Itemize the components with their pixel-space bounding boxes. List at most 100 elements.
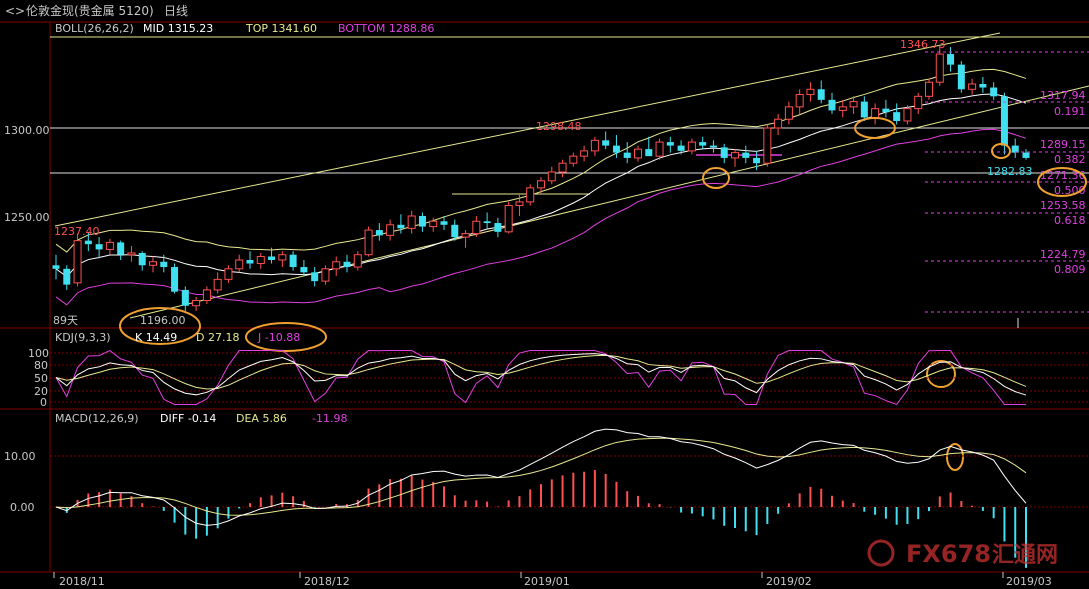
candle xyxy=(838,99,847,118)
candle xyxy=(256,252,265,269)
fib-ratio-1: 0.191 xyxy=(1054,105,1086,118)
candle xyxy=(1011,138,1019,158)
kdj-label: KDJ(9,3,3) xyxy=(55,331,111,344)
back-icon[interactable]: <> xyxy=(5,4,25,18)
mid-high-label: 1298.48 xyxy=(536,120,582,133)
kdj-j-line xyxy=(55,349,1026,406)
candle xyxy=(817,80,825,104)
fib-ratio-4: 0.618 xyxy=(1054,214,1086,227)
candle xyxy=(893,103,901,125)
boll-legend: BOLL(26,26,2) MID 1315.23 TOP 1341.60 BO… xyxy=(55,22,434,35)
candle xyxy=(1022,149,1030,160)
candle xyxy=(903,105,912,125)
boll-bottom: BOTTOM 1288.86 xyxy=(338,22,434,35)
candlesticks xyxy=(52,45,1030,312)
boll-lower-line xyxy=(55,128,1027,306)
candle xyxy=(472,216,481,238)
kdj-k-line xyxy=(55,353,1027,396)
macd-lines xyxy=(55,428,1027,526)
candle xyxy=(117,240,125,260)
candle xyxy=(580,145,589,162)
kdj-tick-20: 20 xyxy=(34,385,48,398)
candle xyxy=(806,82,815,102)
candle xyxy=(979,76,987,93)
macd-dea-value: DEA 5.86 xyxy=(236,412,287,425)
candle xyxy=(364,226,373,257)
header-bar: <> 伦敦金现(贵金属 5120) 日线 xyxy=(0,3,1089,23)
boll-top: TOP 1341.60 xyxy=(245,22,317,35)
candle xyxy=(278,251,287,268)
boll-label: BOLL(26,26,2) xyxy=(55,22,134,35)
kdj-pane: KDJ(9,3,3) K 14.49 D 27.18 J -10.88 100 … xyxy=(28,331,1089,409)
candle xyxy=(634,145,642,162)
highlight-marks xyxy=(119,117,1087,471)
candle xyxy=(224,265,233,283)
candle xyxy=(504,201,513,234)
candle xyxy=(63,265,71,290)
candle xyxy=(957,61,965,93)
candle xyxy=(731,149,739,167)
candle xyxy=(483,212,491,229)
price-tick-1300: 1300.00 xyxy=(4,124,50,137)
macd-tick-10: 10.00 xyxy=(4,450,36,463)
fib-price-1: 1317.94 xyxy=(1040,89,1086,102)
candle xyxy=(699,136,707,150)
macd-dea-line xyxy=(55,437,1027,516)
date-axis: 2018/11 2018/12 2019/01 2019/02 2019/03 xyxy=(53,572,1052,588)
kdj-k-value: K 14.49 xyxy=(135,331,177,344)
date-tick-4: 2019/02 xyxy=(766,575,812,588)
candle xyxy=(440,216,448,231)
watermark-logo-icon xyxy=(867,539,895,567)
candle xyxy=(181,286,189,312)
candle xyxy=(774,113,783,136)
price-tick-1250: 1250.00 xyxy=(4,211,50,224)
candle xyxy=(828,92,836,114)
watermark-cn: 汇通网 xyxy=(992,543,1058,568)
candle xyxy=(289,251,297,271)
candle xyxy=(666,136,674,153)
candle xyxy=(407,210,416,234)
candle xyxy=(537,177,545,194)
candle xyxy=(623,142,631,164)
fib-ratio-5: 0.809 xyxy=(1054,263,1086,276)
candle xyxy=(461,230,470,248)
candle xyxy=(300,260,308,276)
date-tick-2: 2018/12 xyxy=(304,575,350,588)
macd-hist-value: -11.98 xyxy=(312,412,347,425)
candle xyxy=(321,265,330,285)
candle xyxy=(860,96,868,121)
candle xyxy=(332,256,341,276)
date-tick-3: 2019/01 xyxy=(524,575,570,588)
candle xyxy=(149,256,157,273)
candle xyxy=(968,78,977,95)
candle xyxy=(160,254,168,273)
candle xyxy=(645,136,653,157)
candle xyxy=(171,263,179,294)
candle xyxy=(429,217,438,232)
candle xyxy=(784,101,793,125)
candle xyxy=(935,45,944,86)
candle xyxy=(871,103,880,125)
candle xyxy=(127,245,136,262)
candle xyxy=(138,251,146,271)
candle xyxy=(849,96,858,114)
candle xyxy=(882,99,890,118)
price-axis: 1300.00 1250.00 xyxy=(4,124,50,224)
candle xyxy=(397,214,405,234)
date-tick-5: 2019/03 xyxy=(1006,575,1052,588)
low-price-label: 1196.00 xyxy=(140,314,186,327)
candle xyxy=(105,238,114,255)
candle xyxy=(687,138,696,155)
candle xyxy=(84,231,92,252)
macd-diff-value: DIFF -0.14 xyxy=(160,412,216,425)
macd-tick-0: 0.00 xyxy=(10,501,35,514)
candle xyxy=(192,296,201,312)
fib-price-5: 1224.79 xyxy=(1040,248,1086,261)
period-selector[interactable]: 日线 xyxy=(164,4,188,18)
macd-label: MACD(12,26,9) xyxy=(55,412,139,425)
kdj-tick-80: 80 xyxy=(34,359,48,372)
date-tick-1: 2018/11 xyxy=(59,575,105,588)
candle xyxy=(375,223,383,241)
candle xyxy=(569,152,578,167)
